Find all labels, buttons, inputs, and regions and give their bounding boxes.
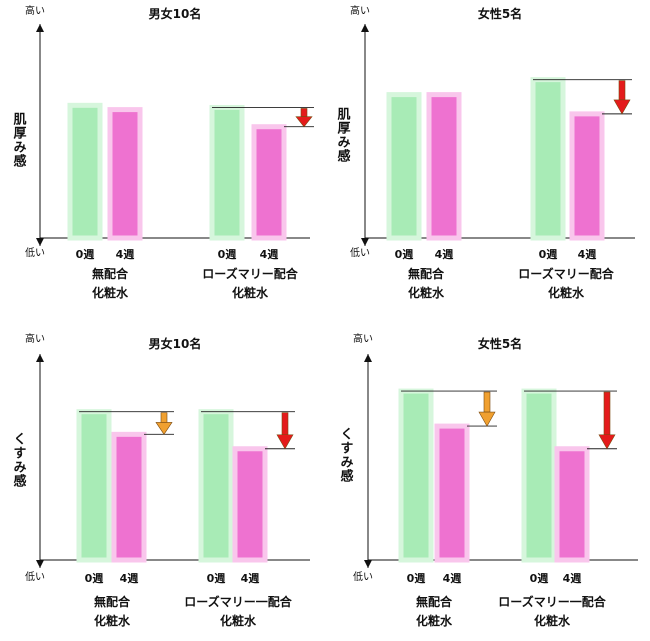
panel-2-group-2-decrease-arrow	[613, 80, 631, 115]
panel-2-group-2-decrease-arrow-head	[613, 99, 631, 115]
panel-2-group-2-tick-label-1: 0週	[539, 247, 558, 261]
panel-1-group-2-tick-label-1: 0週	[218, 247, 237, 261]
panel-1-y-label: 肌厚み感	[11, 112, 27, 168]
panel-4-group-1-decrease-arrow-head	[478, 411, 496, 427]
panel-3-group-2-bar-4w	[232, 446, 268, 563]
panel-2-group-1-bar-4w	[426, 92, 462, 241]
panel-3-y-high-label: 高い	[25, 332, 45, 345]
panel-2-y-axis-arrow-down	[361, 238, 369, 246]
panel-1-group-1-name-line-1: 無配合	[92, 266, 129, 281]
panel-1-group-2-name-line-2: 化粧水	[232, 285, 269, 300]
panel-1-group-2-tick-label-2: 4週	[260, 247, 279, 261]
panel-1-y-high-label: 高い	[25, 4, 45, 17]
panel-4-group-1-decrease-arrow-shaft	[483, 391, 491, 413]
panel-1-group-2-decrease-arrow-head	[295, 116, 313, 128]
panel-3-group-2-tick-label-2: 4週	[241, 571, 260, 585]
panel-1-group-1-bar-4w	[107, 107, 143, 241]
panel-3-group-2-name-line-2: 化粧水	[220, 613, 257, 628]
panel-4-group-2-decrease-arrow-shaft	[603, 391, 611, 436]
panel-2-title: 女性5名	[478, 6, 522, 21]
panel-3-group-1-tick-label-2: 4週	[120, 571, 139, 585]
panel-2-y-label: 肌厚み感	[335, 107, 351, 163]
panel-3-group-2-name-line-1: ローズマリー一配合	[184, 594, 292, 609]
panel-1-group-1-name-line-2: 化粧水	[92, 285, 129, 300]
panel-1-y-axis-arrow-up	[36, 24, 44, 32]
panel-4-y-axis-arrow-up	[364, 354, 372, 362]
panel-3-group-2-decrease-arrow-shaft	[281, 412, 289, 436]
panel-4-group-1-tick-label-2: 4週	[443, 571, 462, 585]
panel-4-group-2-name-line-2: 化粧水	[534, 613, 571, 628]
panel-4-group-2-tick-label-2: 4週	[563, 571, 582, 585]
panel-3-group-1-decrease-arrow-shaft	[160, 412, 168, 423]
panel-2-group-2-name-line-1: ローズマリー配合	[518, 266, 614, 281]
panel-2-y-high-label: 高い	[350, 4, 370, 17]
panel-3-group-1-name-line-2: 化粧水	[94, 613, 131, 628]
panel-1-y-axis-arrow-down	[36, 238, 44, 246]
panel-3-group-2-decrease-arrow-head	[276, 434, 294, 450]
panel-3-group-1-decrease-arrow	[155, 412, 173, 435]
panel-4-group-2-name-line-1: ローズマリー一配合	[498, 594, 606, 609]
panel-3-y-axis-arrow-up	[36, 354, 44, 362]
panel-3-group-1-tick-label-1: 0週	[85, 571, 104, 585]
panel-1-group-2-bar-0w	[209, 104, 245, 241]
panel-1-group-1-bar-0w	[67, 102, 103, 241]
panel-1-group-2-name-line-1: ローズマリー配合	[202, 266, 298, 281]
panel-3-y-label: くすみ感	[11, 432, 27, 488]
panel-1-group-2-bar-4w	[251, 124, 287, 241]
panel-3-group-2-tick-label-1: 0週	[207, 571, 226, 585]
panel-4-group-2-tick-label-1: 0週	[530, 571, 549, 585]
panel-2-group-2-bar-4w	[569, 111, 605, 241]
panel-4-group-2-bar-0w	[521, 388, 557, 563]
panel-4-group-2-decrease-arrow	[598, 391, 616, 450]
panel-3-group-2-bar-0w	[198, 409, 234, 563]
panel-2-group-1-name-line-1: 無配合	[408, 266, 445, 281]
panel-2-group-2-bar-0w	[530, 77, 566, 241]
panel-3-y-low-label: 低い	[25, 570, 45, 583]
panel-3-group-1-bar-4w	[111, 431, 147, 563]
panel-2-group-1-tick-label-1: 0週	[395, 247, 414, 261]
panel-3-group-2-decrease-arrow	[276, 412, 294, 450]
panel-4-group-1-name-line-1: 無配合	[416, 594, 453, 609]
panel-3-title: 男女10名	[149, 336, 202, 351]
panel-3-group-1-decrease-arrow-head	[155, 422, 173, 435]
panel-4-title: 女性5名	[478, 336, 522, 351]
panel-2-y-low-label: 低い	[350, 246, 370, 259]
panel-4-group-2-bar-4w	[554, 446, 590, 563]
panel-4-group-1-bar-4w	[434, 423, 470, 563]
panel-1-group-1-tick-label-2: 4週	[116, 247, 135, 261]
panel-1-y-low-label: 低い	[25, 246, 45, 259]
panel-4-group-1-name-line-2: 化粧水	[416, 613, 453, 628]
panel-4-y-low-label: 低い	[353, 570, 373, 583]
panel-1-title: 男女10名	[149, 6, 202, 21]
panel-4-y-axis-arrow-down	[364, 560, 372, 568]
panel-4-y-label: くすみ感	[338, 427, 354, 483]
panel-2-y-axis-arrow-up	[361, 24, 369, 32]
panel-1-group-1-tick-label-1: 0週	[76, 247, 95, 261]
panel-1-group-2-decrease-arrow	[295, 108, 313, 128]
panel-2-group-1-bar-0w	[386, 92, 422, 241]
panel-4-group-2-decrease-arrow-head	[598, 434, 616, 450]
panel-1-group-2-decrease-arrow-shaft	[300, 108, 308, 117]
panel-3-y-axis-arrow-down	[36, 560, 44, 568]
panel-4-group-1-tick-label-1: 0週	[407, 571, 426, 585]
panel-2-group-1-tick-label-2: 4週	[435, 247, 454, 261]
panel-4-y-high-label: 高い	[353, 332, 373, 345]
panel-3-group-1-bar-0w	[76, 409, 112, 563]
panel-4-group-1-bar-0w	[398, 388, 434, 563]
panel-2-group-2-tick-label-2: 4週	[578, 247, 597, 261]
panel-4-group-1-decrease-arrow	[478, 391, 496, 427]
panel-2-group-2-name-line-2: 化粧水	[548, 285, 585, 300]
panel-2-group-2-decrease-arrow-shaft	[618, 80, 626, 101]
panel-2-group-1-name-line-2: 化粧水	[408, 285, 445, 300]
panel-3-group-1-name-line-1: 無配合	[94, 594, 131, 609]
